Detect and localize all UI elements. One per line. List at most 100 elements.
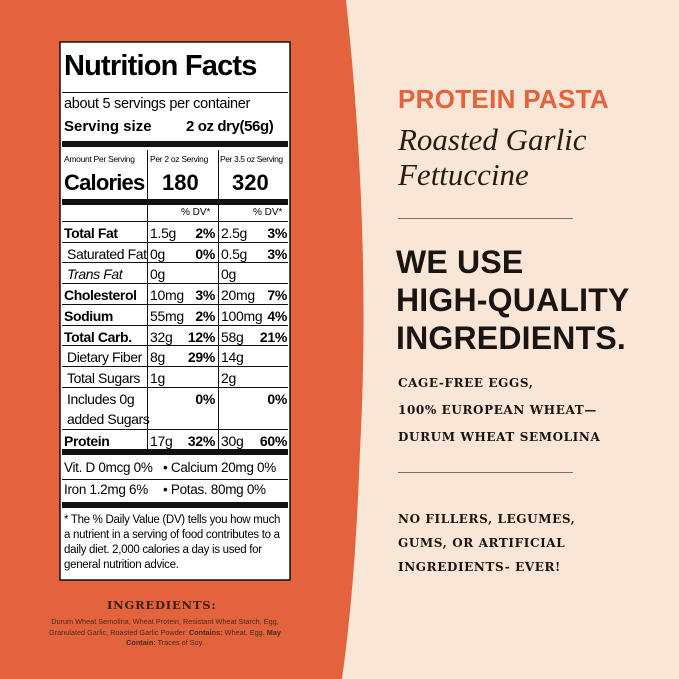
claim: CAGE-FREE EGGS, (398, 376, 534, 390)
nutrient-amount: 0.5g (221, 245, 248, 262)
claim: 100% EUROPEAN WHEAT— (398, 403, 597, 417)
nutrient-dv: 21% (259, 328, 287, 345)
nutrient-amount: 2.5g (221, 225, 248, 241)
divider (398, 472, 573, 473)
rule (62, 479, 288, 480)
nutrient-amount: 1.5g (150, 225, 177, 241)
nutrient-label: Trans Fat (67, 266, 123, 283)
rule (62, 365, 288, 367)
nutrient-amount: 2g (221, 369, 236, 386)
rule (62, 428, 288, 430)
nutrient-label: Includes 0g added Sugars (67, 390, 150, 427)
headline: INGREDIENTS. (396, 320, 626, 356)
nutrient-dv: 12% (187, 328, 215, 345)
vitamin: Vit. D 0mcg 0% (64, 460, 153, 475)
rule (147, 150, 148, 449)
product-name: Roasted Garlic (398, 122, 587, 157)
ingredients-title: INGREDIENTS: (107, 598, 217, 612)
nutrient-amount: 17g (150, 432, 173, 449)
vitamin: • Potas. 80mg 0% (163, 482, 266, 497)
ingredients-span: May Contain: (126, 627, 281, 648)
dv-header: % DV* (181, 207, 211, 218)
ingredients-text: Durum Wheat Semolina, Wheat Protein, Res… (45, 617, 285, 649)
rule (218, 150, 219, 449)
col-header: Per 3.5 oz Serving (220, 154, 283, 164)
nutrient-amount: 1g (150, 369, 165, 386)
nutrient-amount: 58g (221, 328, 244, 345)
rule (62, 241, 288, 243)
claim: DURUM WHEAT SEMOLINA (398, 430, 601, 444)
nutrient-dv: 29% (187, 349, 215, 366)
vitamin: Iron 1.2mg 6% (64, 482, 148, 497)
footnote: * The % Daily Value (DV) tells you how m… (64, 514, 281, 571)
claim: NO FILLERS, LEGUMES, (398, 512, 576, 526)
label-title: Nutrition Facts (64, 50, 257, 82)
nutrient-amount: 20mg (221, 287, 255, 304)
nutrient-label: Dietary Fiber (67, 349, 142, 366)
rule (62, 303, 288, 305)
nutrient-amount: 32g (150, 328, 173, 345)
nutrient-label: Total Carb. (64, 328, 132, 345)
nutrient-amount: 8g (150, 349, 165, 366)
nutrient-dv: 60% (259, 432, 287, 449)
calories-value: 320 (232, 170, 269, 195)
rule (62, 386, 288, 388)
nutrient-dv: 3% (267, 245, 287, 262)
nutrient-dv: 0% (195, 390, 215, 407)
nutrient-dv: 32% (187, 432, 215, 449)
nutrient-amount: 30g (221, 432, 244, 449)
rule (62, 324, 288, 326)
nutrient-dv: 3% (267, 225, 287, 241)
nutrient-dv: 0% (267, 390, 287, 407)
nutrient-amount: 10mg (150, 287, 184, 304)
nutrient-label: Protein (64, 432, 110, 449)
claim: GUMS, OR ARTIFICIAL (398, 536, 566, 550)
nutrient-dv: 2% (195, 307, 215, 324)
rule (62, 221, 288, 222)
nutrient-amount: 0g (150, 245, 165, 262)
headline: WE USE (396, 244, 524, 280)
nutrient-amount: 55mg (150, 307, 184, 324)
nutrient-label: Sodium (64, 307, 113, 324)
label-box (59, 41, 291, 581)
col-header: Per 2 oz Serving (150, 154, 209, 164)
rule (62, 449, 288, 455)
rule (62, 141, 288, 147)
nutrient-amount: 0g (150, 266, 165, 283)
claim: INGREDIENTS- EVER! (398, 560, 561, 574)
calories-value: 180 (162, 170, 199, 195)
nutrient-label: Total Fat (64, 225, 118, 241)
nutrient-amount: 100mg (221, 307, 263, 324)
nutrient-amount: 0g (221, 266, 236, 283)
rule (62, 502, 288, 508)
ingredients-span: Durum Wheat Semolina, Wheat Protein, Res… (48, 617, 279, 637)
rule (62, 92, 288, 93)
product-name: Fettuccine (398, 157, 529, 192)
nutrient-label: Saturated Fat (67, 245, 147, 262)
rule (62, 283, 288, 285)
dv-header: % DV* (253, 207, 283, 218)
servings: about 5 servings per container (64, 96, 251, 112)
nutrient-label: Cholesterol (64, 287, 137, 304)
ingredients-span: Wheat, Egg. (224, 627, 265, 637)
calories-label: Calories (64, 170, 145, 195)
rule (62, 262, 288, 264)
ingredients-span: Contains: (188, 627, 223, 637)
nutrient-amount: 14g (221, 349, 244, 366)
nutrient-label: Total Sugars (67, 369, 141, 386)
nutrient-dv: 2% (195, 225, 215, 241)
serving-size-label: Serving size (64, 118, 152, 135)
headline: HIGH-QUALITY (396, 282, 630, 318)
nutrient-dv: 3% (195, 287, 215, 304)
serving-size: 2 oz dry(56g) (186, 118, 274, 135)
rule (62, 345, 288, 347)
amount-header: Amount Per Serving (64, 154, 135, 164)
vitamin: • Calcium 20mg 0% (163, 460, 276, 475)
ingredients-span: Traces of Soy. (157, 638, 204, 647)
nutrient-dv: 7% (267, 287, 287, 304)
nutrient-dv: 0% (195, 245, 215, 262)
rule (62, 199, 288, 205)
divider (398, 218, 573, 219)
